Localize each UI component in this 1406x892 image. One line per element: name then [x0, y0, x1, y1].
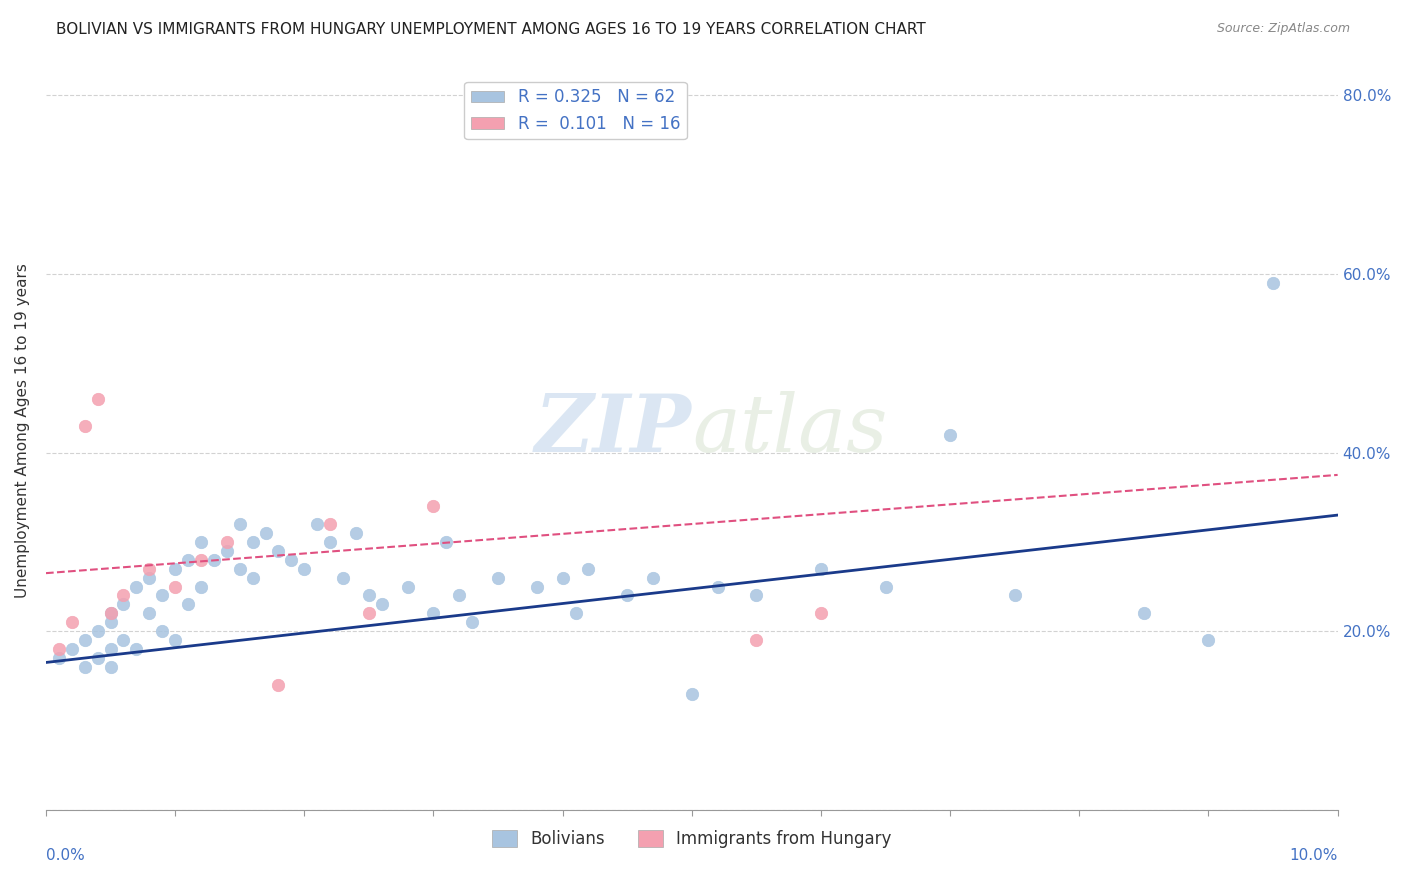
Point: [190, 534, 212, 549]
Point: [215, 534, 238, 549]
Text: ZIP: ZIP: [534, 392, 692, 469]
Point: [1133, 607, 1156, 621]
Point: [86, 392, 108, 406]
Point: [165, 580, 187, 594]
Point: [486, 571, 509, 585]
Point: [48, 651, 70, 665]
Point: [461, 615, 484, 630]
Point: [745, 589, 768, 603]
Text: 10.0%: 10.0%: [1289, 847, 1337, 863]
Point: [292, 562, 315, 576]
Point: [73, 633, 96, 648]
Point: [125, 642, 148, 657]
Text: BOLIVIAN VS IMMIGRANTS FROM HUNGARY UNEMPLOYMENT AMONG AGES 16 TO 19 YEARS CORRE: BOLIVIAN VS IMMIGRANTS FROM HUNGARY UNEM…: [56, 22, 927, 37]
Point: [641, 571, 664, 585]
Point: [112, 589, 135, 603]
Point: [267, 678, 290, 692]
Point: [319, 534, 342, 549]
Point: [73, 660, 96, 674]
Point: [307, 516, 329, 531]
Point: [434, 534, 457, 549]
Point: [1261, 276, 1284, 290]
Text: 0.0%: 0.0%: [46, 847, 84, 863]
Point: [319, 516, 342, 531]
Point: [344, 525, 367, 540]
Point: [578, 562, 600, 576]
Legend: Bolivians, Immigrants from Hungary: Bolivians, Immigrants from Hungary: [485, 823, 898, 855]
Point: [100, 660, 122, 674]
Point: [177, 598, 200, 612]
Y-axis label: Unemployment Among Ages 16 to 19 years: Unemployment Among Ages 16 to 19 years: [15, 263, 30, 598]
Point: [112, 633, 135, 648]
Point: [332, 571, 354, 585]
Point: [810, 562, 832, 576]
Point: [228, 562, 250, 576]
Point: [357, 589, 380, 603]
Point: [616, 589, 638, 603]
Point: [86, 624, 108, 639]
Point: [125, 580, 148, 594]
Point: [939, 427, 962, 442]
Point: [564, 607, 586, 621]
Point: [357, 607, 380, 621]
Point: [422, 499, 444, 513]
Point: [1198, 633, 1220, 648]
Point: [681, 687, 703, 701]
Point: [48, 642, 70, 657]
Point: [112, 598, 135, 612]
Point: [810, 607, 832, 621]
Point: [371, 598, 394, 612]
Point: [202, 553, 225, 567]
Point: [745, 633, 768, 648]
Point: [138, 571, 160, 585]
Point: [190, 553, 212, 567]
Point: [150, 589, 173, 603]
Text: Source: ZipAtlas.com: Source: ZipAtlas.com: [1216, 22, 1350, 36]
Point: [73, 418, 96, 433]
Point: [706, 580, 728, 594]
Point: [60, 615, 83, 630]
Point: [177, 553, 200, 567]
Point: [60, 642, 83, 657]
Point: [242, 571, 264, 585]
Point: [150, 624, 173, 639]
Point: [422, 607, 444, 621]
Point: [551, 571, 574, 585]
Point: [396, 580, 419, 594]
Point: [138, 607, 160, 621]
Point: [875, 580, 897, 594]
Point: [165, 562, 187, 576]
Point: [86, 651, 108, 665]
Point: [254, 525, 277, 540]
Point: [100, 615, 122, 630]
Point: [242, 534, 264, 549]
Point: [100, 607, 122, 621]
Point: [215, 544, 238, 558]
Point: [165, 633, 187, 648]
Text: atlas: atlas: [692, 392, 887, 469]
Point: [1004, 589, 1026, 603]
Point: [100, 607, 122, 621]
Point: [526, 580, 548, 594]
Point: [267, 544, 290, 558]
Point: [228, 516, 250, 531]
Point: [449, 589, 471, 603]
Point: [100, 642, 122, 657]
Point: [138, 562, 160, 576]
Point: [190, 580, 212, 594]
Point: [280, 553, 302, 567]
